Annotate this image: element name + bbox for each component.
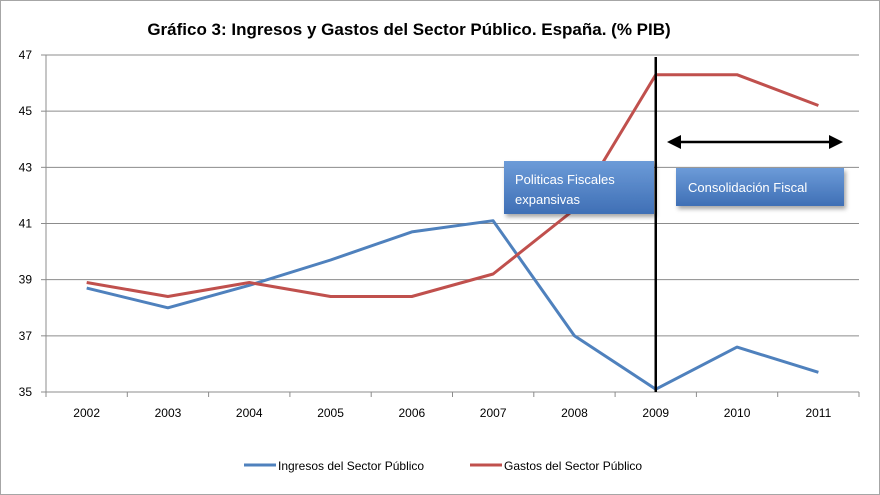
y-tick-label-45: 45 [19,104,33,118]
chart-title: Gráfico 3: Ingresos y Gastos del Sector … [147,20,670,39]
y-tick-label-35: 35 [19,385,33,399]
x-tick-label-2003: 2003 [155,406,182,420]
y-tick-label-37: 37 [19,329,33,343]
double-arrow-icon [667,135,843,149]
series-line-ingresos [86,219,819,391]
annotation-text-expansive-line1: Politicas Fiscales [515,172,615,187]
x-tick-labels: 2002 2003 2004 2005 2006 2007 2008 2009 2010 2011 [73,406,831,420]
series-lines [86,73,819,391]
x-tick-label-2011: 2011 [805,406,831,420]
legend-label-ingresos: Ingresos del Sector Público [278,459,424,473]
gridlines [46,54,859,337]
legend: Ingresos del Sector Público Gastos del Se… [244,459,642,473]
x-tick-label-2002: 2002 [73,406,100,420]
x-tick-label-2008: 2008 [561,406,588,420]
axes [41,54,860,397]
annotation-expansive-policies: Politicas Fiscales expansivas [504,161,654,214]
x-tick-label-2010: 2010 [724,406,751,420]
y-tick-label-41: 41 [19,217,33,231]
annotation-text-expansive-line2: expansivas [515,192,581,207]
legend-label-gastos: Gastos del Sector Público [504,459,642,473]
series-line-gastos [86,73,819,298]
annotation-text-consolidation: Consolidación Fiscal [688,180,807,195]
annotation-box-consolidation [676,168,844,206]
y-tick-label-47: 47 [19,48,33,62]
y-tick-labels: 35 37 39 41 43 45 47 [19,48,33,399]
x-tick-label-2006: 2006 [398,406,425,420]
y-tick-label-39: 39 [19,273,33,287]
x-tick-label-2009: 2009 [642,406,669,420]
x-tick-label-2007: 2007 [480,406,507,420]
y-tick-label-43: 43 [19,160,33,174]
x-tick-label-2004: 2004 [236,406,263,420]
x-tick-label-2005: 2005 [317,406,344,420]
annotation-box-expansive [504,161,654,214]
annotation-fiscal-consolidation: Consolidación Fiscal [676,168,844,206]
